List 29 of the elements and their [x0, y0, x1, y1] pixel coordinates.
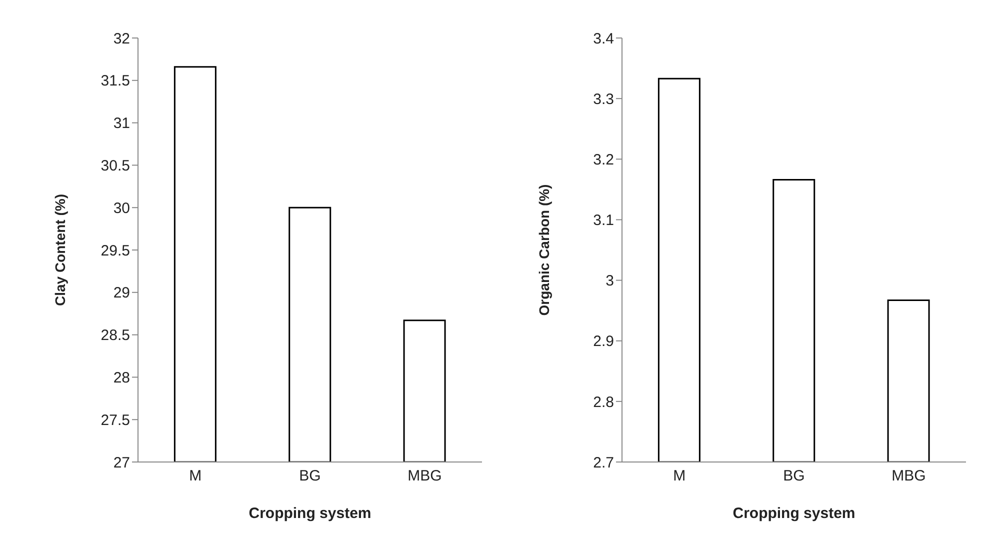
y-tick-label: 32 [113, 30, 130, 48]
x-tick-label: MBG [408, 468, 442, 485]
y-axis-title: Organic Carbon (%) [536, 184, 552, 316]
x-axis-title: Cropping system [732, 505, 856, 522]
y-tick-label: 27.5 [100, 412, 130, 429]
y-tick-label: 30.5 [100, 158, 130, 175]
y-tick-label: 27 [113, 454, 130, 472]
y-tick-label: 2.9 [593, 333, 614, 350]
x-axis-title: Cropping system [248, 505, 372, 522]
y-tick-label: 30 [113, 200, 130, 217]
y-tick-label: 28.5 [100, 327, 130, 344]
y-tick-label: 29 [113, 284, 130, 302]
y-axis-title: Clay Content (%) [52, 194, 68, 306]
y-tick-label: 3 [606, 272, 614, 290]
x-tick-label: BG [783, 468, 805, 485]
y-tick-label: 29.5 [100, 242, 130, 260]
y-tick-label: 3.2 [593, 151, 614, 168]
y-tick-label: 3.3 [593, 90, 614, 108]
y-tick-label: 3.1 [593, 212, 614, 230]
y-tick-label: 3.4 [593, 30, 614, 48]
x-tick-label: M [673, 468, 686, 485]
x-tick-label: MBG [892, 468, 926, 485]
x-tick-label: M [189, 468, 202, 485]
y-tick-label: 2.7 [593, 454, 614, 472]
x-tick-label: BG [299, 468, 321, 485]
y-tick-label: 31.5 [100, 72, 130, 90]
y-tick-label: 31 [113, 115, 130, 132]
y-tick-label: 2.8 [593, 394, 614, 411]
y-tick-label: 28 [113, 370, 130, 387]
